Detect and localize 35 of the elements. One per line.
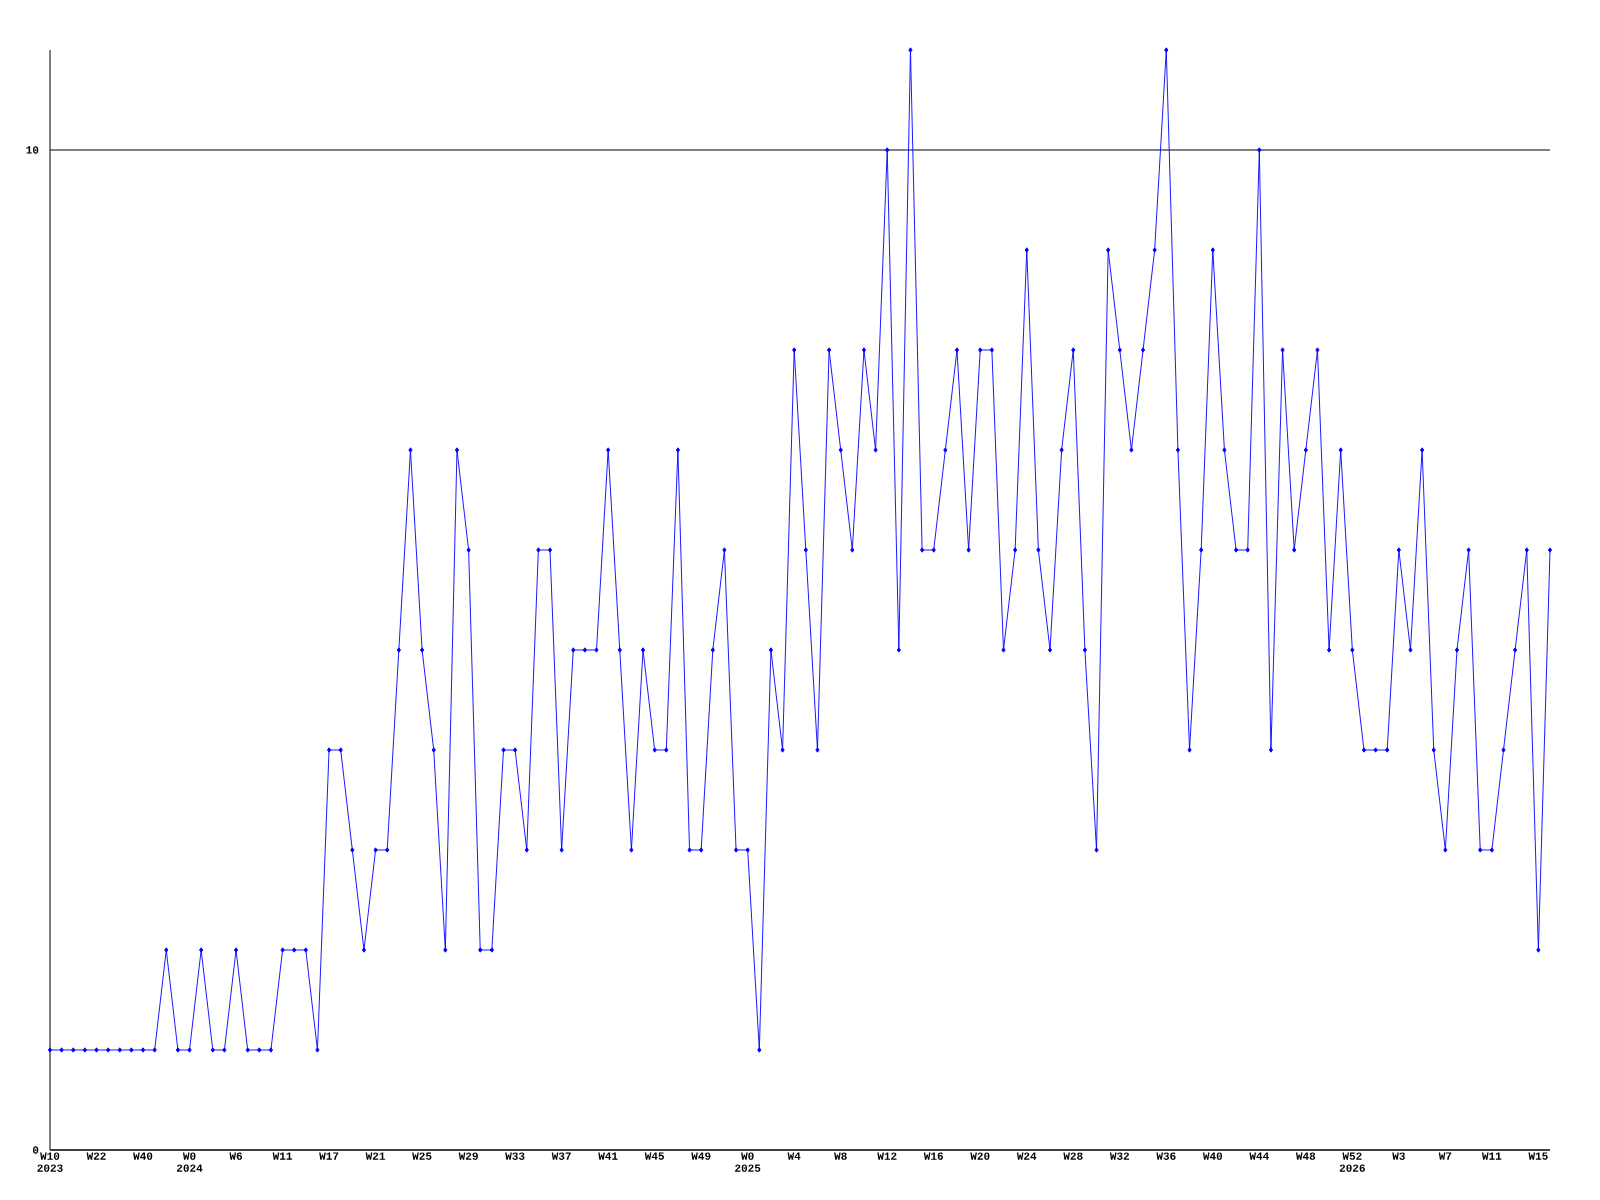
x-tick-label: W11: [1481, 1152, 1502, 1160]
x-tick-label: W24: [1016, 1152, 1037, 1160]
x-tick-label: W45: [644, 1152, 664, 1160]
x-tick-label: W41: [598, 1152, 618, 1160]
x-tick-label: W16: [923, 1152, 944, 1160]
x-tick-label: W3: [1392, 1152, 1405, 1160]
y-tick-label: 0: [32, 1146, 39, 1154]
x-tick-label: W7: [1438, 1152, 1452, 1160]
x-tick-label: W40: [1202, 1152, 1223, 1160]
x-tick-label: W0 2025: [735, 1152, 761, 1172]
x-tick-label: W12: [877, 1152, 897, 1160]
y-tick-label: 10: [26, 146, 39, 154]
x-tick-label: W4: [787, 1152, 801, 1160]
x-tick-label: W49: [691, 1152, 711, 1160]
x-tick-label: W28: [1063, 1152, 1083, 1160]
x-tick-label: W52 2026: [1339, 1152, 1365, 1172]
x-tick-label: W11: [272, 1152, 293, 1160]
x-tick-label: W0 2024: [177, 1152, 203, 1172]
x-tick-label: W48: [1295, 1152, 1316, 1160]
x-tick-label: W32: [1109, 1152, 1130, 1160]
x-tick-label: W20: [970, 1152, 990, 1160]
x-tick-label: W40: [133, 1152, 153, 1160]
x-tick-label: W21: [365, 1152, 386, 1160]
x-tick-label: W15: [1528, 1152, 1548, 1160]
x-tick-label: W17: [319, 1152, 339, 1160]
x-tick-label: W36: [1156, 1152, 1176, 1160]
x-tick-label: W44: [1249, 1152, 1269, 1160]
x-tick-label: W33: [505, 1152, 525, 1160]
x-tick-label: W10 2023: [37, 1152, 63, 1172]
x-tick-label: W22: [86, 1152, 106, 1160]
x-tick-label: W6: [229, 1152, 243, 1160]
x-tick-label: W25: [412, 1152, 432, 1160]
x-tick-label: W29: [458, 1152, 478, 1160]
x-tick-label: W37: [551, 1152, 571, 1160]
x-tick-label: W8: [834, 1152, 847, 1160]
